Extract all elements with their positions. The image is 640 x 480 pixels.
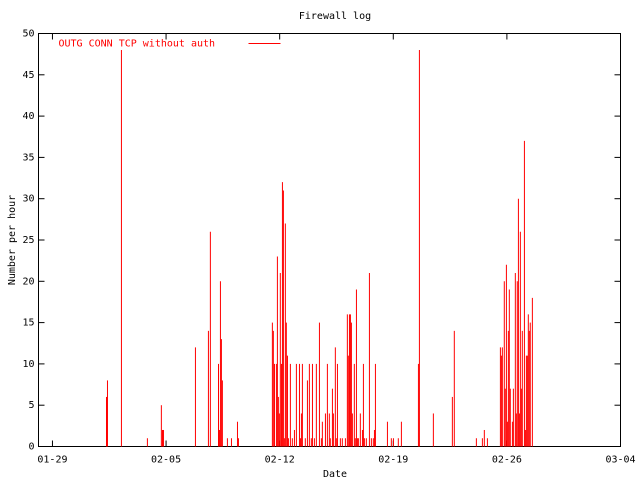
legend-label: OUTG CONN TCP without auth — [59, 39, 216, 50]
x-tick-label: 02-19 — [378, 455, 408, 466]
y-tick-label: 30 — [22, 194, 34, 205]
x-tick-label: 02-05 — [151, 455, 181, 466]
y-tick-label: 50 — [22, 29, 34, 40]
x-tick-label: 01-29 — [37, 455, 67, 466]
chart-title: Firewall log — [299, 11, 371, 22]
y-tick-label: 20 — [22, 276, 34, 287]
y-tick-label: 15 — [22, 318, 34, 329]
y-tick-label: 5 — [28, 400, 34, 411]
y-axis-label: Number per hour — [7, 195, 18, 285]
x-tick-label: 02-12 — [265, 455, 295, 466]
x-tick-label: 02-26 — [492, 455, 522, 466]
y-tick-label: 10 — [22, 359, 34, 370]
y-tick-label: 35 — [22, 152, 34, 163]
x-tick-label: 03-04 — [605, 455, 635, 466]
y-tick-label: 0 — [28, 442, 34, 453]
y-tick-label: 45 — [22, 70, 34, 81]
y-tick-label: 40 — [22, 111, 34, 122]
y-tick-label: 25 — [22, 235, 34, 246]
x-axis-label: Date — [323, 469, 347, 480]
